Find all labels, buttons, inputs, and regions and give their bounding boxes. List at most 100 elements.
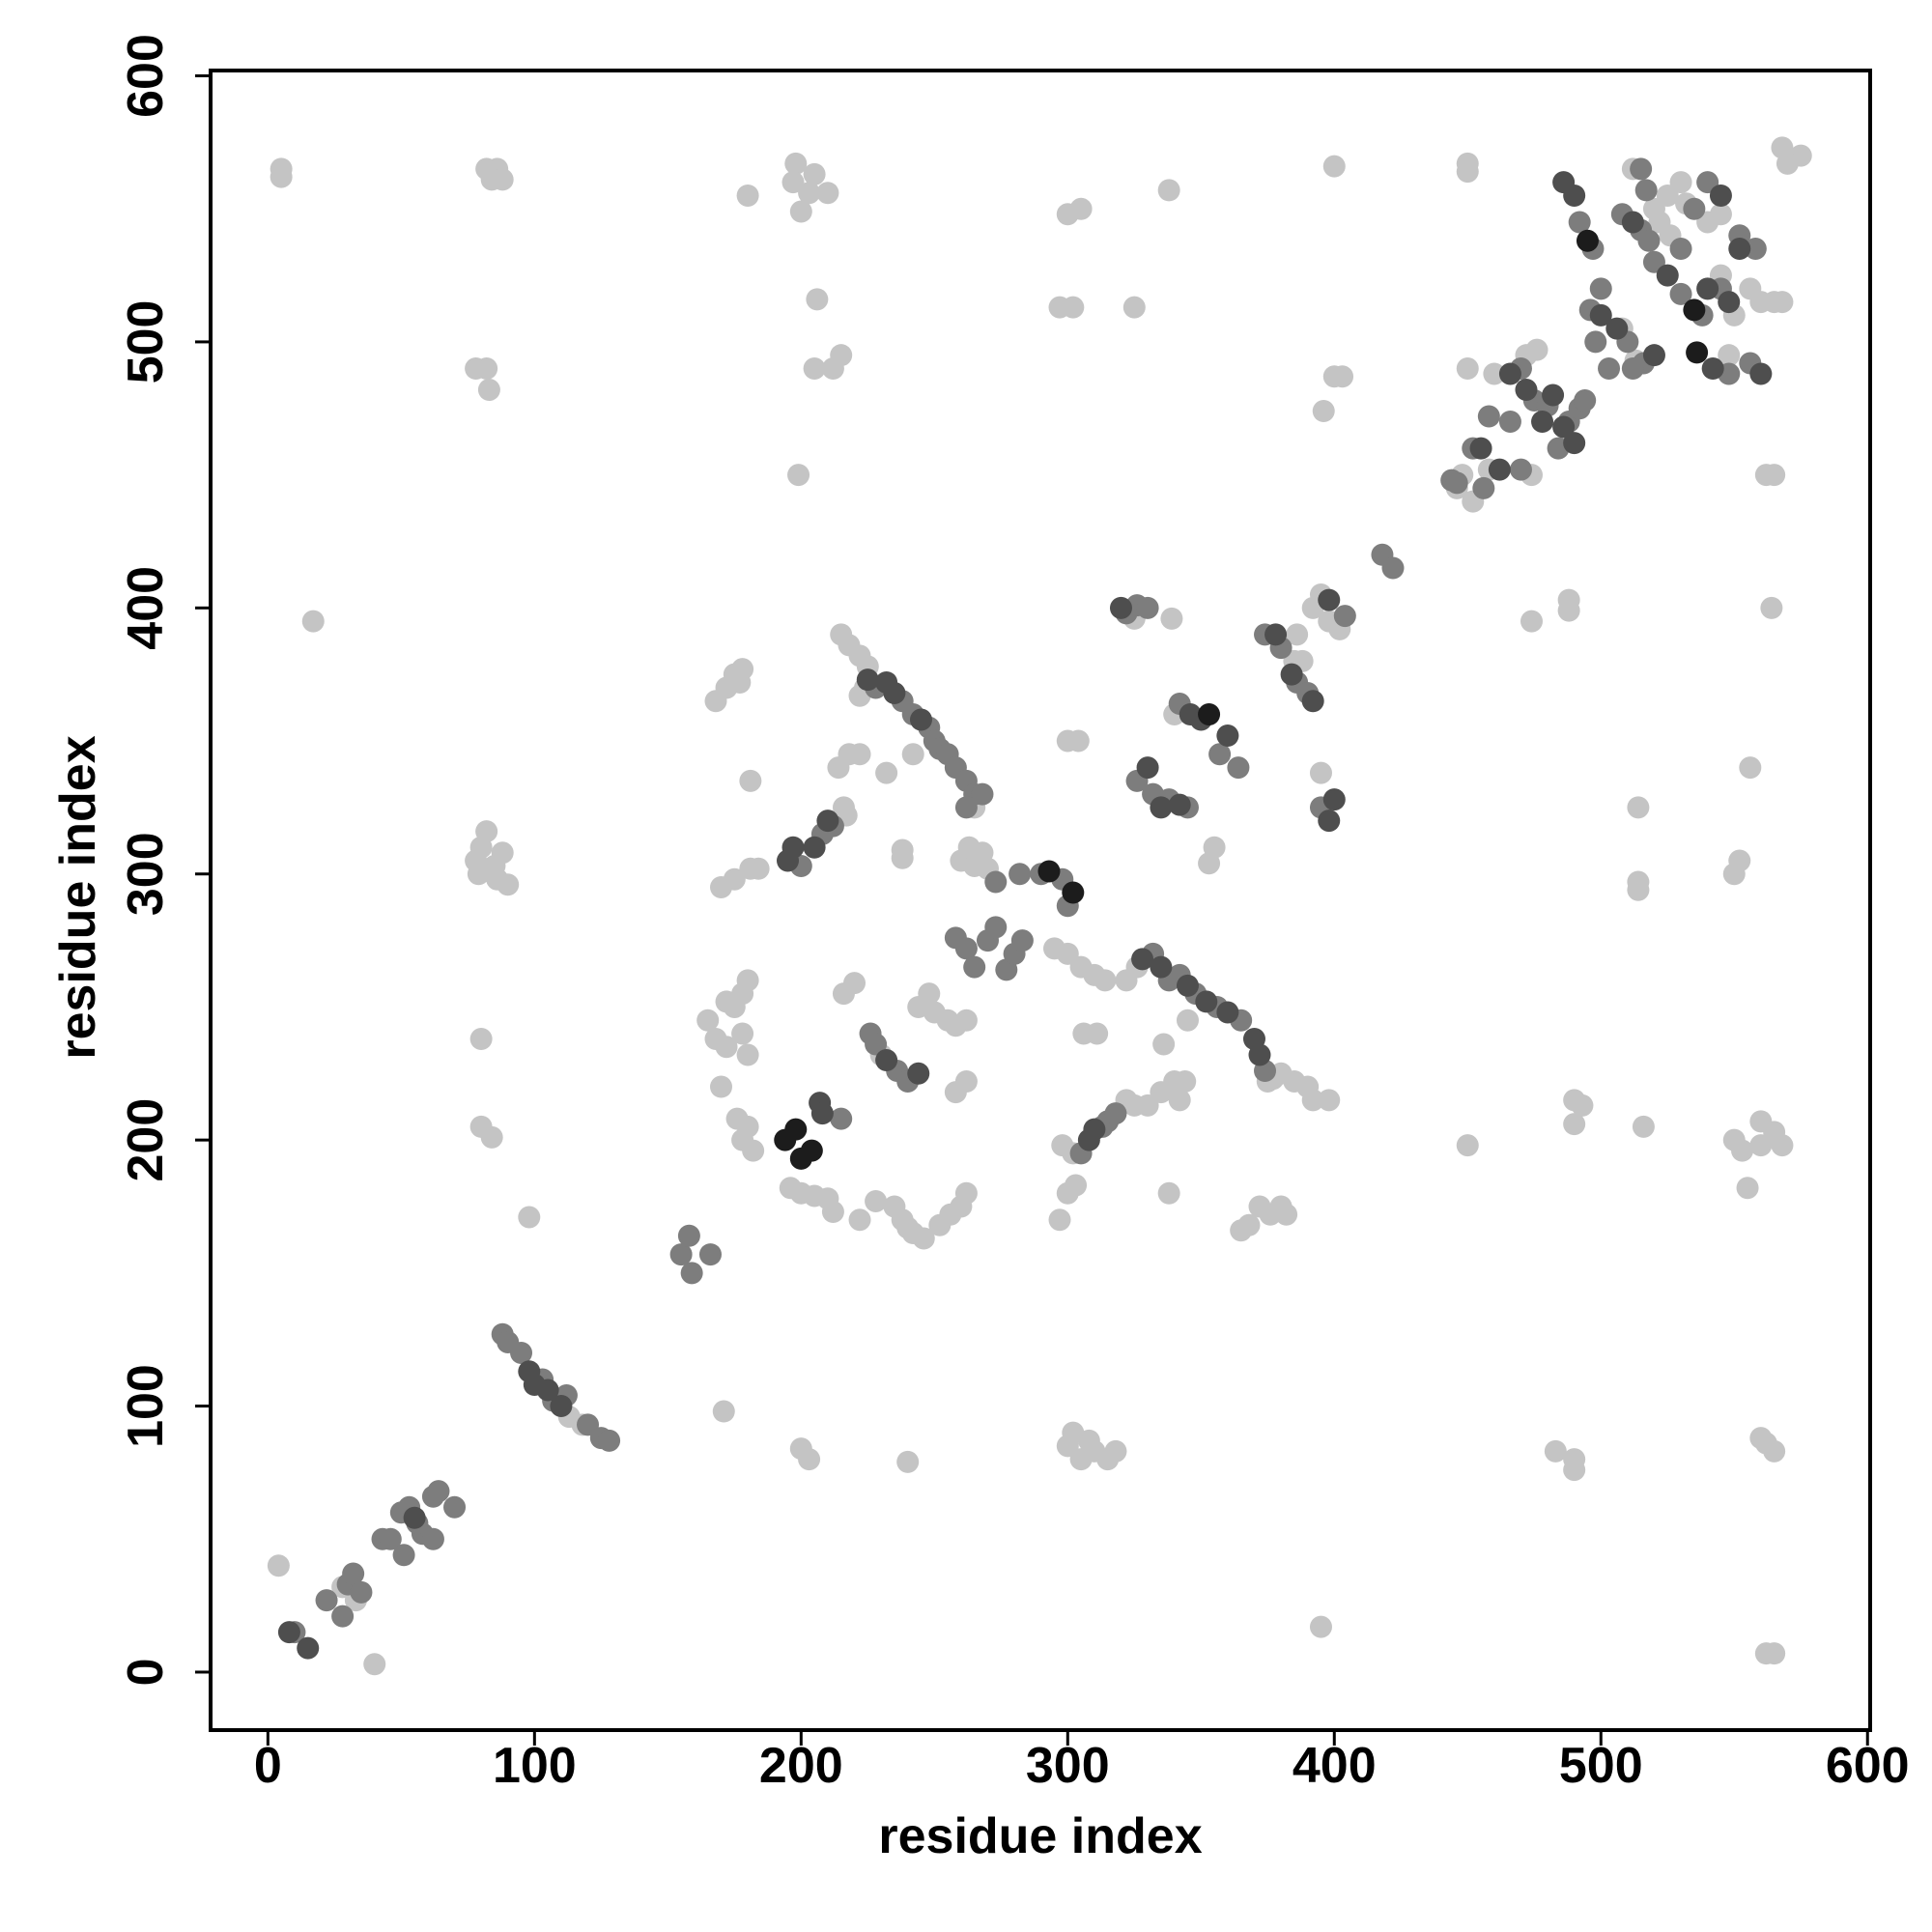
point [875, 761, 898, 784]
point [1275, 1203, 1298, 1226]
point [1563, 1113, 1586, 1136]
point [856, 668, 879, 692]
point [1696, 277, 1719, 300]
point [1318, 810, 1341, 833]
point [800, 1139, 823, 1162]
point [1776, 152, 1799, 175]
point [954, 1009, 978, 1032]
point [1576, 229, 1599, 252]
point [1731, 1139, 1754, 1162]
point [363, 1653, 386, 1676]
y-tick-label: 500 [118, 300, 174, 384]
point [1656, 264, 1679, 287]
point [723, 867, 746, 891]
point [848, 743, 871, 766]
point [1754, 464, 1777, 487]
x-tick-label: 100 [493, 1738, 577, 1794]
point [1771, 291, 1794, 314]
point [971, 782, 994, 806]
point [1168, 793, 1191, 816]
x-axis-label: residue index [878, 1808, 1202, 1864]
point [1445, 471, 1468, 495]
point [1477, 405, 1500, 428]
point [1630, 157, 1653, 181]
point [379, 1527, 402, 1550]
point [1739, 277, 1762, 300]
point [1728, 238, 1751, 261]
point [971, 841, 994, 865]
point [918, 982, 941, 1006]
point [1669, 238, 1692, 261]
point [677, 1224, 700, 1247]
point [486, 867, 509, 891]
point [1322, 155, 1346, 178]
point [736, 1043, 759, 1066]
point [696, 1009, 720, 1032]
point [1152, 1033, 1176, 1056]
point [1195, 990, 1218, 1013]
point [477, 378, 500, 401]
point [1589, 277, 1612, 300]
point [1037, 860, 1061, 883]
point [736, 184, 759, 207]
point [1749, 362, 1773, 385]
point [1331, 365, 1354, 388]
point [1456, 160, 1479, 184]
point [784, 152, 808, 175]
point [865, 1189, 888, 1212]
point [1010, 929, 1034, 952]
point [1131, 948, 1154, 971]
point [1318, 588, 1341, 611]
point [798, 1448, 821, 1471]
point [1683, 197, 1706, 220]
point [1744, 238, 1767, 261]
point [803, 162, 826, 185]
point [954, 1181, 978, 1205]
point [848, 1208, 871, 1232]
point [830, 344, 853, 367]
point [277, 1621, 300, 1644]
point [1563, 432, 1586, 455]
point [865, 1033, 888, 1056]
point [331, 1605, 355, 1628]
point [1760, 596, 1783, 619]
point [728, 670, 752, 694]
point [1621, 356, 1644, 380]
point [1718, 291, 1741, 314]
point [1542, 384, 1565, 407]
point [510, 1341, 533, 1364]
x-tick-label: 0 [254, 1738, 282, 1794]
point [1739, 756, 1762, 780]
point [1718, 344, 1741, 367]
point [270, 165, 293, 188]
point [810, 1102, 834, 1125]
point [1216, 724, 1239, 748]
point [1563, 184, 1586, 207]
point [1198, 852, 1221, 875]
point [1498, 362, 1521, 385]
point [427, 1480, 450, 1503]
point [1264, 623, 1288, 646]
point [1301, 1089, 1324, 1112]
point [1176, 974, 1199, 997]
point [803, 356, 826, 380]
x-tick-label: 500 [1559, 1738, 1643, 1794]
point [1104, 1102, 1127, 1125]
point [1072, 1022, 1095, 1045]
point [789, 200, 812, 223]
point [1568, 211, 1591, 234]
point [1157, 179, 1180, 202]
point [1552, 415, 1576, 439]
point [1062, 296, 1085, 319]
point [1669, 282, 1692, 305]
point [598, 1429, 621, 1452]
point [1605, 317, 1629, 340]
point [301, 610, 325, 633]
point [883, 681, 906, 704]
point [891, 838, 914, 862]
point [1627, 878, 1650, 901]
point [798, 182, 821, 205]
y-axis-label: residue index [50, 735, 106, 1059]
point [1709, 184, 1732, 207]
